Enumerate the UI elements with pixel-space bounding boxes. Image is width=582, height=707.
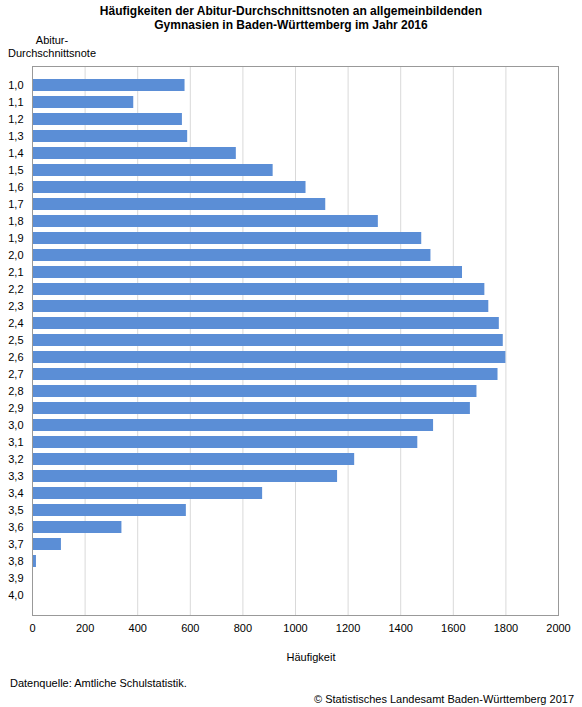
svg-text:1,7: 1,7 <box>8 198 23 210</box>
svg-text:1400: 1400 <box>388 622 412 634</box>
svg-text:1,2: 1,2 <box>8 113 23 125</box>
svg-text:3,0: 3,0 <box>8 419 23 431</box>
html-text:Abitur-Durchschnittsnote: Abitur-Durchschnittsnote <box>8 34 96 59</box>
svg-text:2000: 2000 <box>546 622 570 634</box>
svg-text:1200: 1200 <box>336 622 360 634</box>
svg-text:1800: 1800 <box>494 622 518 634</box>
svg-text:3,9: 3,9 <box>8 572 23 584</box>
svg-text:2,7: 2,7 <box>8 368 23 380</box>
svg-text:1,6: 1,6 <box>8 181 23 193</box>
html-text:© Statistisches Landesamt Bade: © Statistisches Landesamt Baden-Württemb… <box>314 693 574 705</box>
svg-text:3,3: 3,3 <box>8 470 23 482</box>
svg-text:3,7: 3,7 <box>8 538 23 550</box>
svg-text:3,8: 3,8 <box>8 555 23 567</box>
svg-text:800: 800 <box>234 622 252 634</box>
svg-text:2,3: 2,3 <box>8 300 23 312</box>
svg-text:1000: 1000 <box>283 622 307 634</box>
svg-text:1600: 1600 <box>441 622 465 634</box>
svg-text:2,6: 2,6 <box>8 351 23 363</box>
svg-text:1,4: 1,4 <box>8 147 23 159</box>
svg-text:2,9: 2,9 <box>8 402 23 414</box>
svg-text:1,9: 1,9 <box>8 232 23 244</box>
svg-text:1,8: 1,8 <box>8 215 23 227</box>
svg-text:600: 600 <box>181 622 199 634</box>
svg-text:1,5: 1,5 <box>8 164 23 176</box>
svg-text:0: 0 <box>29 622 35 634</box>
svg-text:1,3: 1,3 <box>8 130 23 142</box>
svg-text:3,2: 3,2 <box>8 453 23 465</box>
html-text:Datenquelle: Amtliche Schulsta: Datenquelle: Amtliche Schulstatistik. <box>10 677 187 689</box>
html-text:Häufigkeiten der Abitur-Durchs: Häufigkeiten der Abitur-Durchschnittsnot… <box>99 4 483 32</box>
svg-text:200: 200 <box>76 622 94 634</box>
svg-text:3,4: 3,4 <box>8 487 23 499</box>
svg-text:2,2: 2,2 <box>8 283 23 295</box>
svg-text:2,8: 2,8 <box>8 385 23 397</box>
svg-text:4,0: 4,0 <box>8 589 23 601</box>
svg-text:2,1: 2,1 <box>8 266 23 278</box>
svg-text:3,1: 3,1 <box>8 436 23 448</box>
svg-text:1,0: 1,0 <box>8 79 23 91</box>
svg-text:400: 400 <box>129 622 147 634</box>
svg-text:2,0: 2,0 <box>8 249 23 261</box>
svg-text:3,5: 3,5 <box>8 504 23 516</box>
html-text:Häufigkeit: Häufigkeit <box>286 651 336 663</box>
svg-text:1,1: 1,1 <box>8 96 23 108</box>
svg-text:2,5: 2,5 <box>8 334 23 346</box>
svg-text:2,4: 2,4 <box>8 317 23 329</box>
svg-text:3,6: 3,6 <box>8 521 23 533</box>
